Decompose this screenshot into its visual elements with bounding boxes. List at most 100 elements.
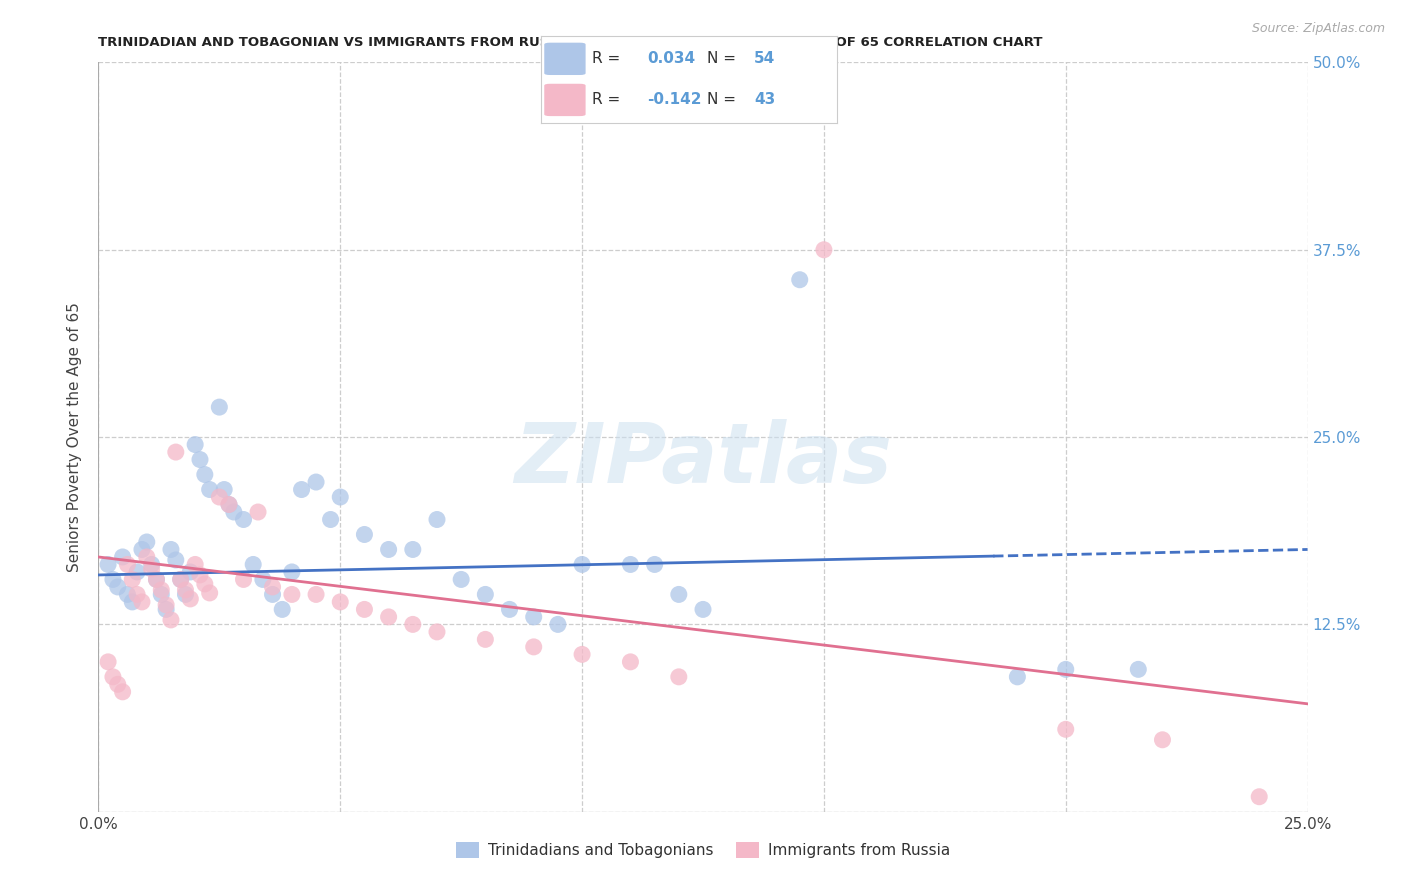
Point xyxy=(692,602,714,616)
Point xyxy=(208,490,231,504)
Point xyxy=(127,565,149,579)
Point xyxy=(1249,789,1271,804)
FancyBboxPatch shape xyxy=(544,84,586,116)
Point xyxy=(271,602,294,616)
Point xyxy=(305,475,328,489)
Point xyxy=(329,490,352,504)
Point xyxy=(547,617,569,632)
Point xyxy=(198,483,221,497)
Point xyxy=(1054,723,1077,737)
Point xyxy=(619,655,641,669)
Point xyxy=(208,400,231,414)
Point xyxy=(135,549,157,564)
Point xyxy=(107,580,129,594)
Point xyxy=(1152,732,1174,747)
Point xyxy=(474,632,496,647)
Point xyxy=(145,573,167,587)
Point xyxy=(101,573,124,587)
Point xyxy=(353,527,375,541)
Point xyxy=(1007,670,1029,684)
Point xyxy=(571,558,593,572)
Point xyxy=(571,648,593,662)
Point xyxy=(194,577,217,591)
Point xyxy=(150,587,173,601)
Text: 54: 54 xyxy=(754,52,775,66)
Point xyxy=(1128,662,1150,676)
Point xyxy=(353,602,375,616)
Point xyxy=(194,467,217,482)
Point xyxy=(97,655,120,669)
Point xyxy=(426,512,449,526)
Point xyxy=(212,483,235,497)
Point xyxy=(135,535,157,549)
Point xyxy=(155,602,177,616)
Point xyxy=(290,483,312,497)
Point xyxy=(117,587,139,601)
Point xyxy=(402,542,425,557)
Point xyxy=(145,573,167,587)
FancyBboxPatch shape xyxy=(544,43,586,75)
Point xyxy=(179,591,201,606)
Point xyxy=(150,582,173,597)
Point xyxy=(165,445,187,459)
Text: R =: R = xyxy=(592,52,624,66)
Point xyxy=(169,573,191,587)
Point xyxy=(1054,662,1077,676)
Point xyxy=(498,602,520,616)
Point xyxy=(232,573,254,587)
Point xyxy=(155,598,177,612)
Point xyxy=(127,587,149,601)
Point xyxy=(97,558,120,572)
Point xyxy=(281,587,304,601)
Point xyxy=(319,512,342,526)
Text: Source: ZipAtlas.com: Source: ZipAtlas.com xyxy=(1251,22,1385,36)
Text: R =: R = xyxy=(592,93,624,107)
Point xyxy=(619,558,641,572)
Point xyxy=(402,617,425,632)
Point xyxy=(131,542,153,557)
Point xyxy=(117,558,139,572)
Point xyxy=(377,542,399,557)
Text: 43: 43 xyxy=(754,93,775,107)
Point xyxy=(160,542,183,557)
Point xyxy=(262,587,284,601)
Point xyxy=(242,558,264,572)
Point xyxy=(141,558,163,572)
Point xyxy=(169,573,191,587)
Point xyxy=(523,640,546,654)
Point xyxy=(222,505,245,519)
Text: -0.142: -0.142 xyxy=(648,93,702,107)
Point xyxy=(523,610,546,624)
Point xyxy=(184,437,207,451)
Point xyxy=(218,498,240,512)
Point xyxy=(179,565,201,579)
Point xyxy=(644,558,666,572)
Point xyxy=(377,610,399,624)
Point xyxy=(165,553,187,567)
Point xyxy=(174,587,197,601)
Point xyxy=(111,549,134,564)
Point xyxy=(198,586,221,600)
Point xyxy=(111,685,134,699)
Point xyxy=(188,568,211,582)
Point xyxy=(329,595,352,609)
Y-axis label: Seniors Poverty Over the Age of 65: Seniors Poverty Over the Age of 65 xyxy=(67,302,83,572)
Text: ZIPatlas: ZIPatlas xyxy=(515,419,891,500)
Point xyxy=(131,595,153,609)
Point xyxy=(668,670,690,684)
Legend: Trinidadians and Tobagonians, Immigrants from Russia: Trinidadians and Tobagonians, Immigrants… xyxy=(450,836,956,864)
Text: N =: N = xyxy=(707,93,741,107)
Point xyxy=(281,565,304,579)
Point xyxy=(247,505,270,519)
Point xyxy=(426,624,449,639)
Point xyxy=(789,273,811,287)
Point xyxy=(252,573,274,587)
Text: 0.034: 0.034 xyxy=(648,52,696,66)
Point xyxy=(160,613,183,627)
Point xyxy=(305,587,328,601)
Point xyxy=(184,558,207,572)
Point xyxy=(174,582,197,597)
Point xyxy=(262,580,284,594)
Point xyxy=(813,243,835,257)
Point xyxy=(218,498,240,512)
